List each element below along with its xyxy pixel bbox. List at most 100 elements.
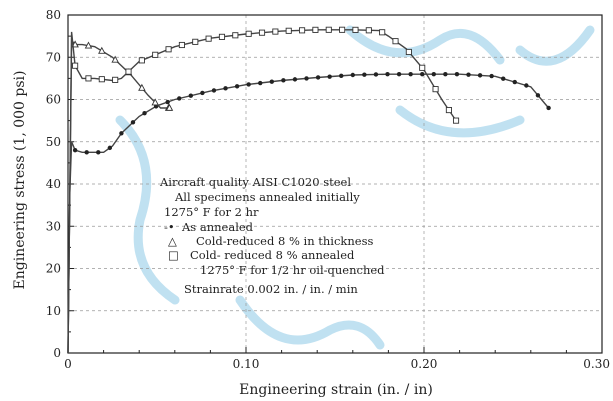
data-point-dot — [512, 79, 517, 85]
series-square — [67, 26, 460, 354]
data-point-dot — [269, 79, 275, 84]
legend-marker-cold-reduced: △ — [168, 234, 177, 248]
data-point-dot — [524, 83, 529, 88]
watermark — [115, 25, 595, 350]
data-point-square — [112, 76, 119, 83]
data-point-dot — [454, 71, 460, 77]
data-point-dot — [385, 71, 390, 77]
annotation-line-2: All specimens annealed initially — [174, 190, 360, 204]
y-tick-label: 40 — [46, 177, 61, 191]
annotation-line-5: Cold-reduced 8 % in thickness — [196, 234, 374, 248]
data-point-dot — [177, 96, 182, 101]
series-line — [67, 38, 170, 354]
data-point-square — [452, 117, 460, 124]
annotation-line-3: 1275° F for 2 hr — [164, 205, 259, 219]
data-point-square — [258, 29, 266, 36]
y-tick-label: 0 — [53, 346, 61, 360]
data-point-square — [419, 64, 426, 71]
y-tick-label: 70 — [46, 50, 61, 64]
data-point-dot — [431, 71, 436, 77]
data-point-dot — [142, 111, 147, 116]
data-point-dot — [373, 72, 379, 77]
data-point-square — [165, 46, 172, 53]
data-point-dot — [281, 78, 286, 83]
data-point-square — [152, 51, 159, 58]
data-point-square — [312, 26, 319, 33]
data-point-dot — [408, 71, 413, 77]
data-point-triangle — [165, 103, 174, 111]
data-point-dot — [443, 71, 448, 77]
data-point-square — [72, 62, 79, 69]
series-dot — [67, 71, 551, 354]
annotation-line-1: Aircraft quality AISI C1020 steel — [159, 175, 351, 189]
data-point-dot — [304, 76, 309, 81]
y-tick-label: 60 — [46, 93, 61, 107]
data-point-dot — [72, 148, 78, 153]
series-line — [67, 29, 457, 354]
data-point-square — [405, 48, 412, 56]
data-point-dot — [200, 90, 205, 96]
data-point-dot — [84, 150, 89, 155]
y-tick-label: 30 — [46, 219, 61, 233]
annotation-box: Aircraft quality AISI C1020 steel All sp… — [159, 175, 385, 296]
data-point-square — [232, 32, 239, 39]
data-point-square — [245, 30, 252, 37]
data-point-square — [379, 29, 386, 36]
data-point-triangle — [138, 83, 146, 91]
data-point-triangle — [111, 55, 119, 63]
data-point-dot — [96, 150, 101, 155]
x-tick-labels: 0 0.10 0.20 0.30 — [64, 357, 610, 371]
data-point-dot — [535, 93, 541, 98]
data-point-square — [392, 38, 399, 45]
y-tick-label: 10 — [46, 304, 61, 318]
y-tick-label: 20 — [46, 262, 61, 276]
data-point-square — [339, 26, 346, 33]
data-point-dot — [165, 99, 170, 105]
data-point-square — [285, 27, 292, 34]
y-axis-title: Engineering stress (1, 000 psi) — [12, 71, 28, 290]
data-point-dot — [546, 105, 551, 111]
data-point-dot — [489, 73, 494, 79]
data-point-dot — [477, 73, 483, 78]
data-point-dot — [339, 73, 344, 79]
legend-marker-as-annealed: -• — [164, 220, 175, 234]
data-point-triangle — [98, 46, 106, 54]
annotation-line-4: As annealed — [181, 220, 254, 234]
data-point-square — [365, 27, 372, 34]
x-axis-title: Engineering strain (in. / in) — [239, 382, 433, 398]
series-layer — [67, 26, 551, 354]
data-point-dot — [188, 93, 194, 98]
data-point-dot — [223, 86, 228, 91]
x-tick-label: 0.20 — [411, 357, 438, 371]
annotation-line-7: 1275° F for 1/2 hr oil-quenched — [200, 263, 385, 277]
data-point-square — [178, 41, 185, 49]
data-point-square — [85, 75, 92, 82]
data-point-dot — [396, 71, 402, 77]
y-tick-labels: 0 10 20 30 40 50 60 70 80 — [46, 8, 61, 360]
series-triangle — [67, 38, 174, 354]
data-point-square — [432, 86, 439, 93]
data-point-dot — [466, 72, 471, 77]
data-point-square — [125, 68, 132, 75]
data-point-square — [299, 27, 306, 34]
data-point-square — [98, 76, 105, 83]
data-point-square — [192, 38, 199, 45]
data-point-triangle — [151, 98, 159, 106]
data-point-dot — [130, 120, 136, 125]
data-point-dot — [362, 72, 367, 77]
y-tick-label: 50 — [46, 135, 61, 149]
data-point-square — [325, 26, 332, 33]
data-point-dot — [107, 145, 113, 151]
data-point-square — [445, 107, 452, 114]
grid-lines — [68, 15, 602, 353]
x-tick-label: 0.30 — [583, 357, 610, 371]
data-point-dot — [420, 71, 425, 77]
data-point-dot — [258, 80, 263, 86]
data-point-square — [218, 33, 226, 40]
data-point-triangle — [84, 41, 93, 49]
data-point-square — [138, 57, 145, 64]
data-point-dot — [234, 84, 240, 89]
annotation-line-6: Cold- reduced 8 % annealed — [190, 248, 355, 262]
data-point-square — [352, 26, 359, 33]
